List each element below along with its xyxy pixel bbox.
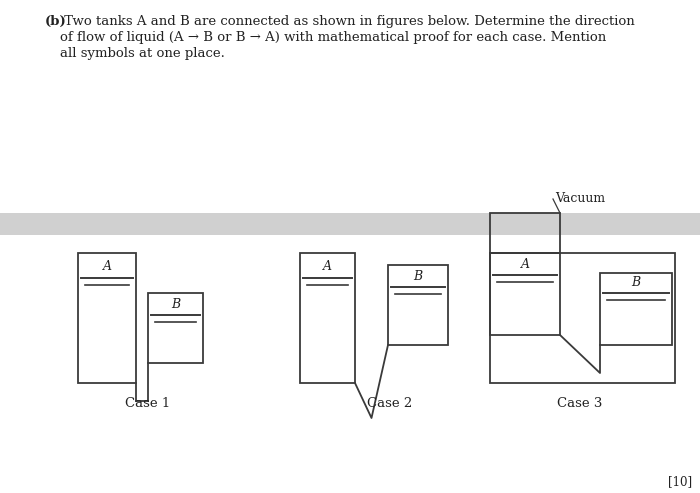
Text: B: B: [414, 270, 423, 282]
Text: B: B: [171, 297, 180, 311]
Text: of flow of liquid (A → B or B → A) with mathematical proof for each case. Mentio: of flow of liquid (A → B or B → A) with …: [60, 31, 606, 44]
Bar: [600, 273, 672, 345]
Bar: [78, 253, 136, 383]
Text: [10]: [10]: [668, 475, 692, 488]
Text: Two tanks A and B are connected as shown in figures below. Determine the directi: Two tanks A and B are connected as shown…: [60, 15, 635, 28]
Bar: [388, 265, 448, 345]
Bar: [490, 253, 560, 335]
Bar: [300, 253, 355, 383]
Text: A: A: [102, 259, 111, 273]
Bar: [148, 293, 203, 363]
Text: A: A: [323, 259, 332, 273]
Bar: [0, 213, 700, 235]
Bar: [490, 213, 560, 253]
Bar: [490, 253, 675, 383]
Text: Case 2: Case 2: [368, 397, 412, 410]
Text: Vacuum: Vacuum: [555, 192, 605, 206]
Text: A: A: [521, 257, 529, 271]
Text: (b): (b): [45, 15, 66, 28]
Text: all symbols at one place.: all symbols at one place.: [60, 47, 225, 60]
Text: Case 1: Case 1: [125, 397, 171, 410]
Text: Case 3: Case 3: [557, 397, 603, 410]
Text: B: B: [631, 277, 640, 289]
